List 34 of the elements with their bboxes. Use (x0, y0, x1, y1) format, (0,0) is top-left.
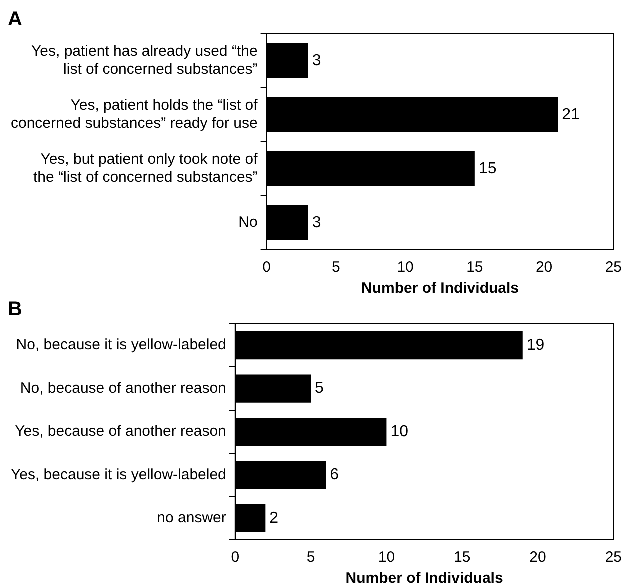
data-label: 5 (315, 380, 324, 398)
x-tick-label: 20 (530, 549, 546, 566)
text: A (8, 8, 22, 31)
x-tick-label: 15 (454, 549, 471, 566)
data-label: 21 (562, 106, 580, 124)
x-tick-label: 15 (466, 259, 484, 276)
x-tick-label: 25 (605, 259, 622, 276)
data-label: 19 (526, 337, 545, 354)
x-tick-label: 0 (262, 259, 271, 276)
data-label: 15 (478, 160, 497, 178)
x-tick-label: 5 (306, 549, 316, 566)
y-tick-label: No, because of another reason (20, 380, 226, 397)
y-tick-label: Yes, because it is yellow-labeled (11, 466, 226, 484)
text: B (8, 298, 22, 321)
x-tick-label: 10 (378, 549, 396, 566)
x-axis-title: Number of Individuals (361, 280, 519, 298)
data-label: 3 (312, 52, 322, 70)
x-tick-label: 10 (397, 259, 414, 276)
x-tick-label: 0 (231, 549, 240, 566)
x-tick-label: 25 (605, 549, 622, 566)
y-tick-label: Yes, but patient only took note of the “list of concerned substances” (34, 151, 259, 186)
data-label: 10 (390, 423, 409, 440)
x-tick-label: 20 (536, 259, 553, 276)
data-label: 2 (270, 510, 279, 527)
y-tick-label: no answer (157, 510, 226, 527)
data-label: 6 (330, 466, 340, 484)
data-label: 3 (312, 214, 322, 232)
y-tick-label: Yes, patient holds the “list of concerned substances” ready for use (10, 97, 259, 132)
x-axis-title: Number of Individuals (346, 570, 504, 588)
y-tick-label: Yes, patient has already used “the list of concerned substances” (32, 43, 258, 78)
y-tick-label: No (238, 214, 258, 232)
y-tick-label: No, because it is yellow-labeled (16, 336, 226, 354)
x-tick-label: 5 (332, 259, 340, 276)
y-tick-label: Yes, because of another reason (15, 423, 226, 440)
